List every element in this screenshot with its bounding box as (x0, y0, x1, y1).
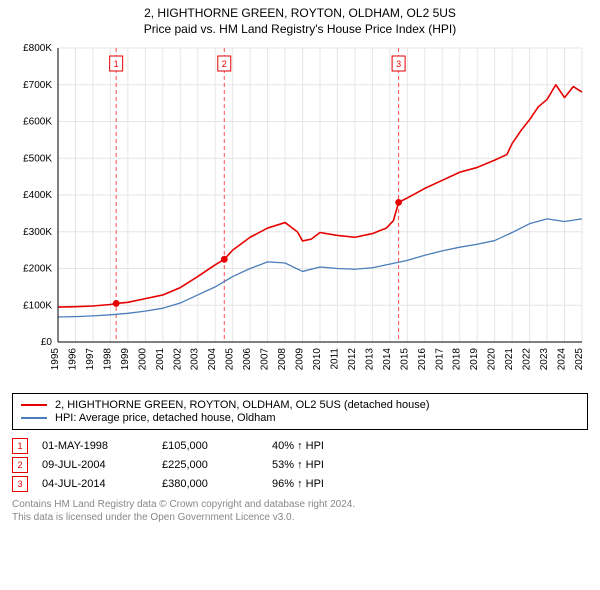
sale-row: 1 01-MAY-1998£105,00040% ↑ HPI (12, 438, 588, 454)
chart-area: £0 £100K £200K £300K £400K £500K £600K £700K £80… (12, 42, 588, 385)
sale-price: £105,000 (162, 440, 272, 452)
svg-text:2021: 2021 (504, 348, 515, 371)
svg-text:3: 3 (396, 59, 401, 69)
svg-text:2016: 2016 (417, 348, 428, 371)
svg-text:2024: 2024 (557, 348, 568, 371)
svg-text:2009: 2009 (295, 348, 306, 371)
svg-text:£500K: £500K (23, 153, 52, 164)
svg-text:2006: 2006 (242, 348, 253, 371)
svg-text:1998: 1998 (102, 348, 113, 371)
sale-date: 01-MAY-1998 (42, 440, 162, 452)
svg-text:2008: 2008 (277, 348, 288, 371)
title-line-1: 2, HIGHTHORNE GREEN, ROYTON, OLDHAM, OL2… (0, 6, 600, 20)
legend-item: 2, HIGHTHORNE GREEN, ROYTON, OLDHAM, OL2… (21, 399, 579, 411)
sale-row: 3 04-JUL-2014£380,00096% ↑ HPI (12, 476, 588, 492)
svg-text:2022: 2022 (522, 348, 533, 371)
legend-item: HPI: Average price, detached house, Oldh… (21, 412, 579, 424)
svg-text:2015: 2015 (399, 348, 410, 371)
sale-row: 2 09-JUL-2004£225,00053% ↑ HPI (12, 457, 588, 473)
legend-label: HPI: Average price, detached house, Oldh… (55, 412, 276, 424)
footer-line-1: Contains HM Land Registry data © Crown c… (12, 498, 588, 511)
title-area: 2, HIGHTHORNE GREEN, ROYTON, OLDHAM, OL2… (0, 0, 600, 36)
svg-text:2014: 2014 (382, 348, 393, 371)
svg-text:£600K: £600K (23, 117, 52, 128)
svg-text:£400K: £400K (23, 190, 52, 201)
legend-swatch (21, 404, 47, 406)
sale-date: 09-JUL-2004 (42, 459, 162, 471)
sale-pct: 53% ↑ HPI (272, 459, 362, 471)
svg-text:2019: 2019 (469, 348, 480, 371)
svg-text:2023: 2023 (539, 348, 550, 371)
svg-text:£200K: £200K (23, 264, 52, 275)
svg-text:2017: 2017 (434, 348, 445, 371)
svg-text:1996: 1996 (67, 348, 78, 371)
title-line-2: Price paid vs. HM Land Registry's House … (0, 22, 600, 36)
legend-label: 2, HIGHTHORNE GREEN, ROYTON, OLDHAM, OL2… (55, 399, 430, 411)
sale-price: £225,000 (162, 459, 272, 471)
svg-text:2007: 2007 (260, 348, 271, 371)
legend: 2, HIGHTHORNE GREEN, ROYTON, OLDHAM, OL2… (12, 393, 588, 430)
line-chart-svg: £0 £100K £200K £300K £400K £500K £600K £700K £80… (12, 42, 588, 382)
svg-text:2001: 2001 (155, 348, 166, 371)
svg-text:2013: 2013 (364, 348, 375, 371)
chart-container: 2, HIGHTHORNE GREEN, ROYTON, OLDHAM, OL2… (0, 0, 600, 590)
svg-text:2025: 2025 (574, 348, 585, 371)
footer-line-2: This data is licensed under the Open Gov… (12, 511, 588, 524)
svg-text:2012: 2012 (347, 348, 358, 371)
svg-text:1: 1 (114, 59, 119, 69)
svg-text:2020: 2020 (487, 348, 498, 371)
svg-text:£0: £0 (41, 337, 53, 348)
svg-text:2018: 2018 (452, 348, 463, 371)
svg-text:£100K: £100K (23, 300, 52, 311)
sale-marker-icon: 1 (12, 438, 28, 454)
svg-text:2000: 2000 (137, 348, 148, 371)
svg-text:2: 2 (222, 59, 227, 69)
sale-price: £380,000 (162, 478, 272, 490)
sale-marker-icon: 2 (12, 457, 28, 473)
svg-text:£700K: £700K (23, 80, 52, 91)
sale-date: 04-JUL-2014 (42, 478, 162, 490)
svg-text:2011: 2011 (329, 348, 340, 370)
svg-text:2002: 2002 (172, 348, 183, 371)
svg-text:1995: 1995 (50, 348, 61, 371)
svg-text:2004: 2004 (207, 348, 218, 371)
svg-text:1997: 1997 (85, 348, 96, 371)
svg-text:2005: 2005 (225, 348, 236, 371)
svg-text:£300K: £300K (23, 227, 52, 238)
footer-attribution: Contains HM Land Registry data © Crown c… (12, 498, 588, 524)
legend-swatch (21, 417, 47, 419)
svg-text:£800K: £800K (23, 43, 52, 54)
sale-marker-icon: 3 (12, 476, 28, 492)
sale-pct: 40% ↑ HPI (272, 440, 362, 452)
sales-table: 1 01-MAY-1998£105,00040% ↑ HPI 2 09-JUL-200… (12, 438, 588, 492)
svg-text:1999: 1999 (120, 348, 131, 371)
sale-pct: 96% ↑ HPI (272, 478, 362, 490)
svg-text:2010: 2010 (312, 348, 323, 371)
svg-text:2003: 2003 (190, 348, 201, 371)
